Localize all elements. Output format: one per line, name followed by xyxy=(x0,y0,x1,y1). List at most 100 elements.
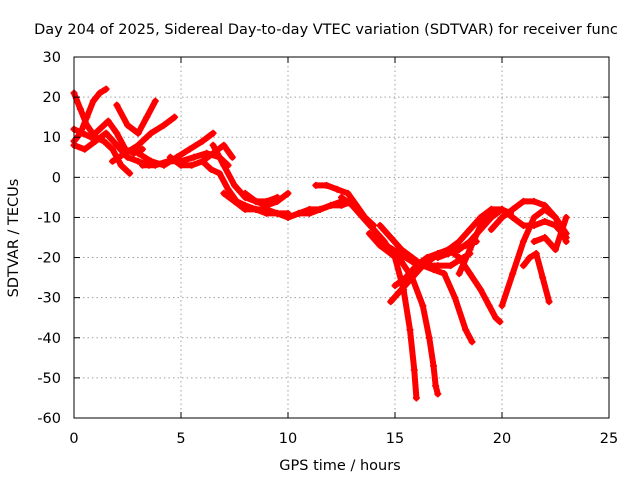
data-point-marker xyxy=(220,141,228,149)
x-tick-label: 0 xyxy=(69,431,78,447)
data-point-marker xyxy=(209,129,217,137)
data-point-marker xyxy=(397,286,405,294)
data-point-marker xyxy=(113,141,121,149)
data-point-marker xyxy=(526,254,534,262)
data-point-marker xyxy=(124,121,131,129)
data-point-marker xyxy=(541,201,549,209)
data-point-marker xyxy=(160,121,168,129)
series-arc-28 xyxy=(530,213,570,254)
data-point-marker xyxy=(509,213,517,221)
data-point-marker xyxy=(498,302,506,310)
y-axis-label: SDTVAR / TECUs xyxy=(6,179,22,298)
series-trace xyxy=(109,114,178,165)
data-point-marker xyxy=(333,185,341,193)
data-point-marker xyxy=(284,213,292,221)
data-point-marker xyxy=(220,189,228,197)
data-point-marker xyxy=(188,161,196,169)
data-point-marker xyxy=(445,246,452,254)
data-point-marker xyxy=(519,238,527,246)
y-tick-label: -30 xyxy=(37,291,61,307)
data-point-marker xyxy=(207,165,215,173)
data-point-marker xyxy=(466,270,474,278)
x-tick-label: 15 xyxy=(386,431,404,447)
data-point-marker xyxy=(539,274,547,282)
data-point-marker xyxy=(496,318,504,326)
y-tick-label: -20 xyxy=(37,251,61,267)
data-point-marker xyxy=(241,189,249,197)
data-point-marker xyxy=(509,270,517,278)
data-point-marker xyxy=(263,209,271,217)
data-point-marker xyxy=(113,129,121,137)
data-point-marker xyxy=(87,133,95,141)
data-point-marker xyxy=(412,262,420,270)
data-point-marker xyxy=(220,161,228,169)
data-point-marker xyxy=(410,366,418,374)
data-point-marker xyxy=(76,129,84,137)
data-point-marker xyxy=(327,201,335,209)
series-arc-27 xyxy=(519,250,553,306)
data-point-marker xyxy=(462,326,470,334)
data-point-marker xyxy=(134,149,142,157)
data-point-marker xyxy=(397,258,405,266)
series-arc-14 xyxy=(284,197,356,221)
data-point-marker xyxy=(487,205,495,213)
data-point-marker xyxy=(391,282,399,290)
data-point-marker xyxy=(432,382,440,390)
series-arc-19 xyxy=(376,221,476,346)
data-point-marker xyxy=(519,221,527,229)
data-point-marker xyxy=(121,149,129,157)
data-point-marker xyxy=(89,97,97,105)
data-point-marker xyxy=(387,234,395,241)
data-point-marker xyxy=(151,161,159,169)
data-point-marker xyxy=(113,101,121,109)
data-point-marker xyxy=(397,246,405,254)
data-point-marker xyxy=(138,161,146,169)
data-point-marker xyxy=(109,145,117,153)
data-point-marker xyxy=(370,234,378,241)
series-arc-6 xyxy=(109,113,179,165)
series-arc-26 xyxy=(487,197,570,246)
data-point-marker xyxy=(338,201,345,209)
data-point-marker xyxy=(109,157,117,165)
data-point-marker xyxy=(100,137,108,145)
data-point-marker xyxy=(231,181,238,189)
data-point-marker xyxy=(190,153,198,161)
data-point-marker xyxy=(143,113,151,121)
y-tick-label: 0 xyxy=(52,170,61,186)
data-point-marker xyxy=(209,141,217,149)
data-point-marker xyxy=(344,189,352,197)
data-point-marker xyxy=(552,213,559,221)
data-point-marker xyxy=(102,129,110,137)
data-point-marker xyxy=(530,197,538,205)
data-point-marker xyxy=(477,221,485,229)
data-point-marker xyxy=(492,314,500,322)
x-tick-label: 25 xyxy=(600,431,618,447)
data-point-marker xyxy=(224,185,232,193)
data-point-marker xyxy=(408,254,416,262)
data-point-marker xyxy=(408,274,416,282)
data-point-marker xyxy=(198,137,206,145)
data-point-marker xyxy=(228,153,236,161)
data-point-marker xyxy=(477,286,485,294)
y-tick-label: -10 xyxy=(37,210,61,226)
data-point-marker xyxy=(419,302,427,310)
x-tick-label: 10 xyxy=(279,431,297,447)
data-point-marker xyxy=(455,246,463,254)
y-tick-label: -60 xyxy=(37,411,61,427)
data-point-marker xyxy=(455,238,463,246)
data-point-marker xyxy=(138,145,146,153)
data-point-marker xyxy=(440,270,448,278)
data-point-marker xyxy=(216,169,224,177)
data-point-marker xyxy=(186,145,194,153)
data-point-marker xyxy=(387,298,395,306)
series-arc-24 xyxy=(445,246,504,326)
series-trace xyxy=(366,230,441,397)
data-point-marker xyxy=(402,274,410,282)
data-point-marker xyxy=(241,205,249,213)
data-point-marker xyxy=(305,205,313,213)
series-trace xyxy=(392,206,495,289)
data-point-marker xyxy=(312,181,320,189)
data-point-marker xyxy=(509,205,517,213)
data-point-marker xyxy=(323,181,331,189)
data-point-marker xyxy=(434,390,442,398)
